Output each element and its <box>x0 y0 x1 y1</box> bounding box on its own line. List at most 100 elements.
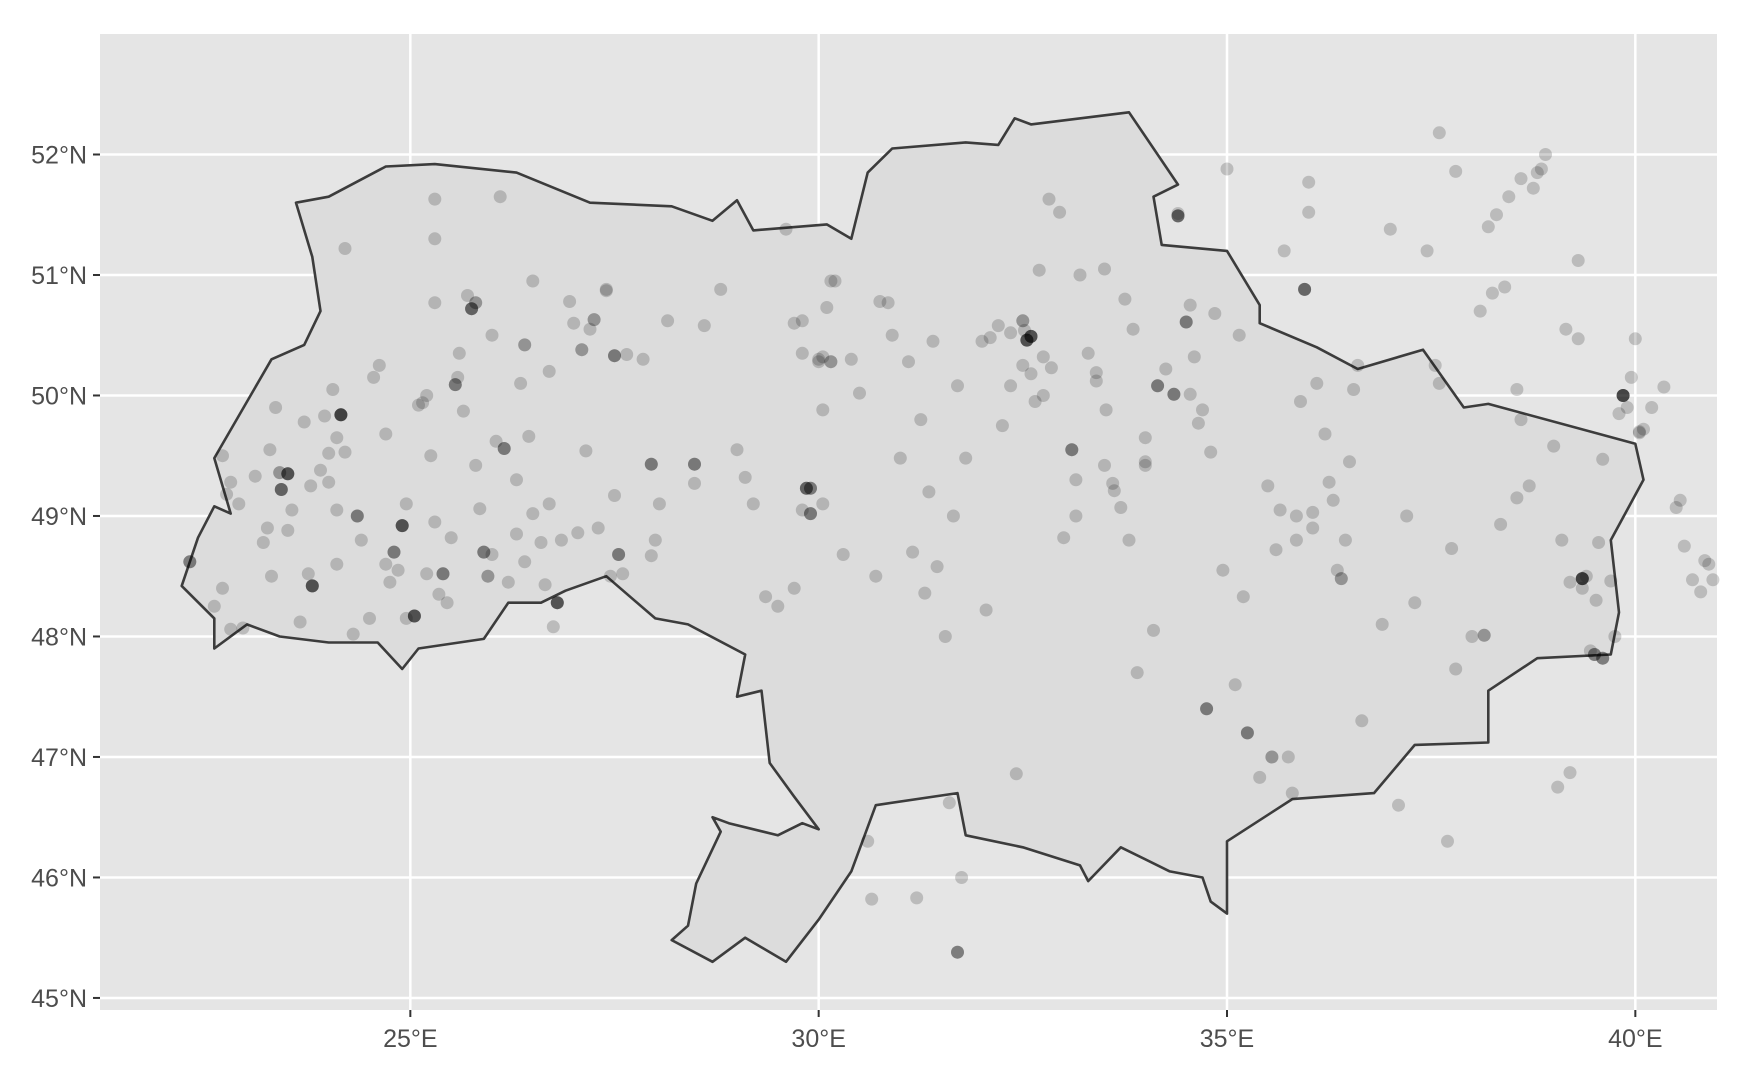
data-point <box>542 497 556 511</box>
data-point <box>1575 572 1589 586</box>
data-point <box>538 578 552 592</box>
data-point <box>1322 475 1336 489</box>
data-point <box>1563 575 1577 589</box>
data-point <box>612 548 626 561</box>
data-point <box>865 892 879 906</box>
data-point <box>428 515 442 529</box>
data-point <box>1596 452 1610 466</box>
y-tick-label: 49°N <box>31 503 87 531</box>
data-point <box>1490 208 1503 222</box>
data-point <box>338 242 352 255</box>
data-point <box>648 533 662 547</box>
data-point <box>330 431 344 445</box>
data-point <box>420 389 434 402</box>
y-axis: 45°N 46°N 47°N 48°N 49°N 50°N 51°N 52°N <box>31 141 100 1013</box>
data-point <box>1588 648 1601 661</box>
data-point <box>456 404 470 418</box>
data-point <box>424 449 438 463</box>
data-point <box>603 569 617 583</box>
data-point <box>1298 282 1312 296</box>
data-point <box>350 509 364 523</box>
data-point <box>1183 387 1197 401</box>
data-point <box>1616 389 1630 402</box>
data-point <box>759 590 773 604</box>
data-point <box>1187 350 1201 364</box>
data-point <box>395 519 409 533</box>
data-point <box>1575 572 1589 586</box>
data-point <box>1024 329 1038 343</box>
data-point <box>1547 439 1561 453</box>
data-point <box>688 476 701 490</box>
data-point <box>448 378 462 392</box>
data-point <box>367 370 381 384</box>
x-tick-label: 40°E <box>1608 1025 1662 1053</box>
data-point <box>1338 533 1352 547</box>
data-point <box>550 596 564 610</box>
data-point <box>828 274 842 288</box>
data-point <box>183 555 197 569</box>
data-point <box>1171 209 1185 223</box>
data-point <box>305 579 319 593</box>
data-point <box>608 349 621 363</box>
data-point <box>432 587 446 601</box>
data-point <box>281 467 295 481</box>
data-point <box>1016 314 1030 328</box>
data-point <box>273 466 287 480</box>
data-point <box>795 346 809 360</box>
data-point <box>1024 329 1038 343</box>
data-point <box>816 350 830 364</box>
data-point <box>959 451 973 465</box>
data-point <box>334 408 348 422</box>
data-point <box>583 322 597 336</box>
data-point <box>902 355 915 369</box>
data-point <box>1240 726 1254 740</box>
data-point <box>1632 425 1646 439</box>
data-point <box>612 548 626 561</box>
data-point <box>301 567 315 581</box>
data-point <box>787 581 801 595</box>
data-point <box>1289 509 1303 523</box>
data-point <box>293 615 307 629</box>
data-point <box>1028 395 1042 408</box>
data-point <box>326 383 340 396</box>
data-point <box>477 545 491 559</box>
data-point <box>1575 581 1589 595</box>
data-point <box>608 349 621 363</box>
data-point <box>1196 403 1209 417</box>
data-point <box>1534 162 1548 176</box>
data-point <box>1420 244 1434 258</box>
data-point <box>207 599 221 613</box>
data-point <box>804 481 817 495</box>
data-point <box>350 509 364 523</box>
data-point <box>420 567 434 581</box>
data-point <box>1179 315 1193 329</box>
data-point <box>526 507 540 521</box>
data-point <box>334 408 348 422</box>
data-point <box>652 497 666 511</box>
data-point <box>1298 282 1312 296</box>
data-point <box>1620 401 1634 414</box>
data-point <box>1698 554 1712 568</box>
x-tick-label: 35°E <box>1200 1025 1254 1053</box>
data-point <box>1208 307 1222 320</box>
data-point <box>951 945 964 959</box>
data-point <box>1347 383 1361 396</box>
data-point <box>1302 205 1316 219</box>
data-point <box>644 457 658 471</box>
data-point <box>1216 563 1230 577</box>
data-point <box>955 871 969 884</box>
data-point <box>391 563 405 577</box>
data-point <box>661 314 675 328</box>
data-point <box>477 545 491 559</box>
data-point <box>436 567 450 581</box>
data-point <box>1539 148 1552 161</box>
data-point <box>587 313 601 327</box>
data-point <box>1285 786 1299 800</box>
data-point <box>1694 585 1708 599</box>
data-point <box>1200 702 1214 716</box>
data-point <box>1057 531 1071 545</box>
data-point <box>465 302 479 316</box>
data-point <box>281 467 295 481</box>
data-point <box>1485 286 1499 300</box>
data-point <box>550 596 564 610</box>
